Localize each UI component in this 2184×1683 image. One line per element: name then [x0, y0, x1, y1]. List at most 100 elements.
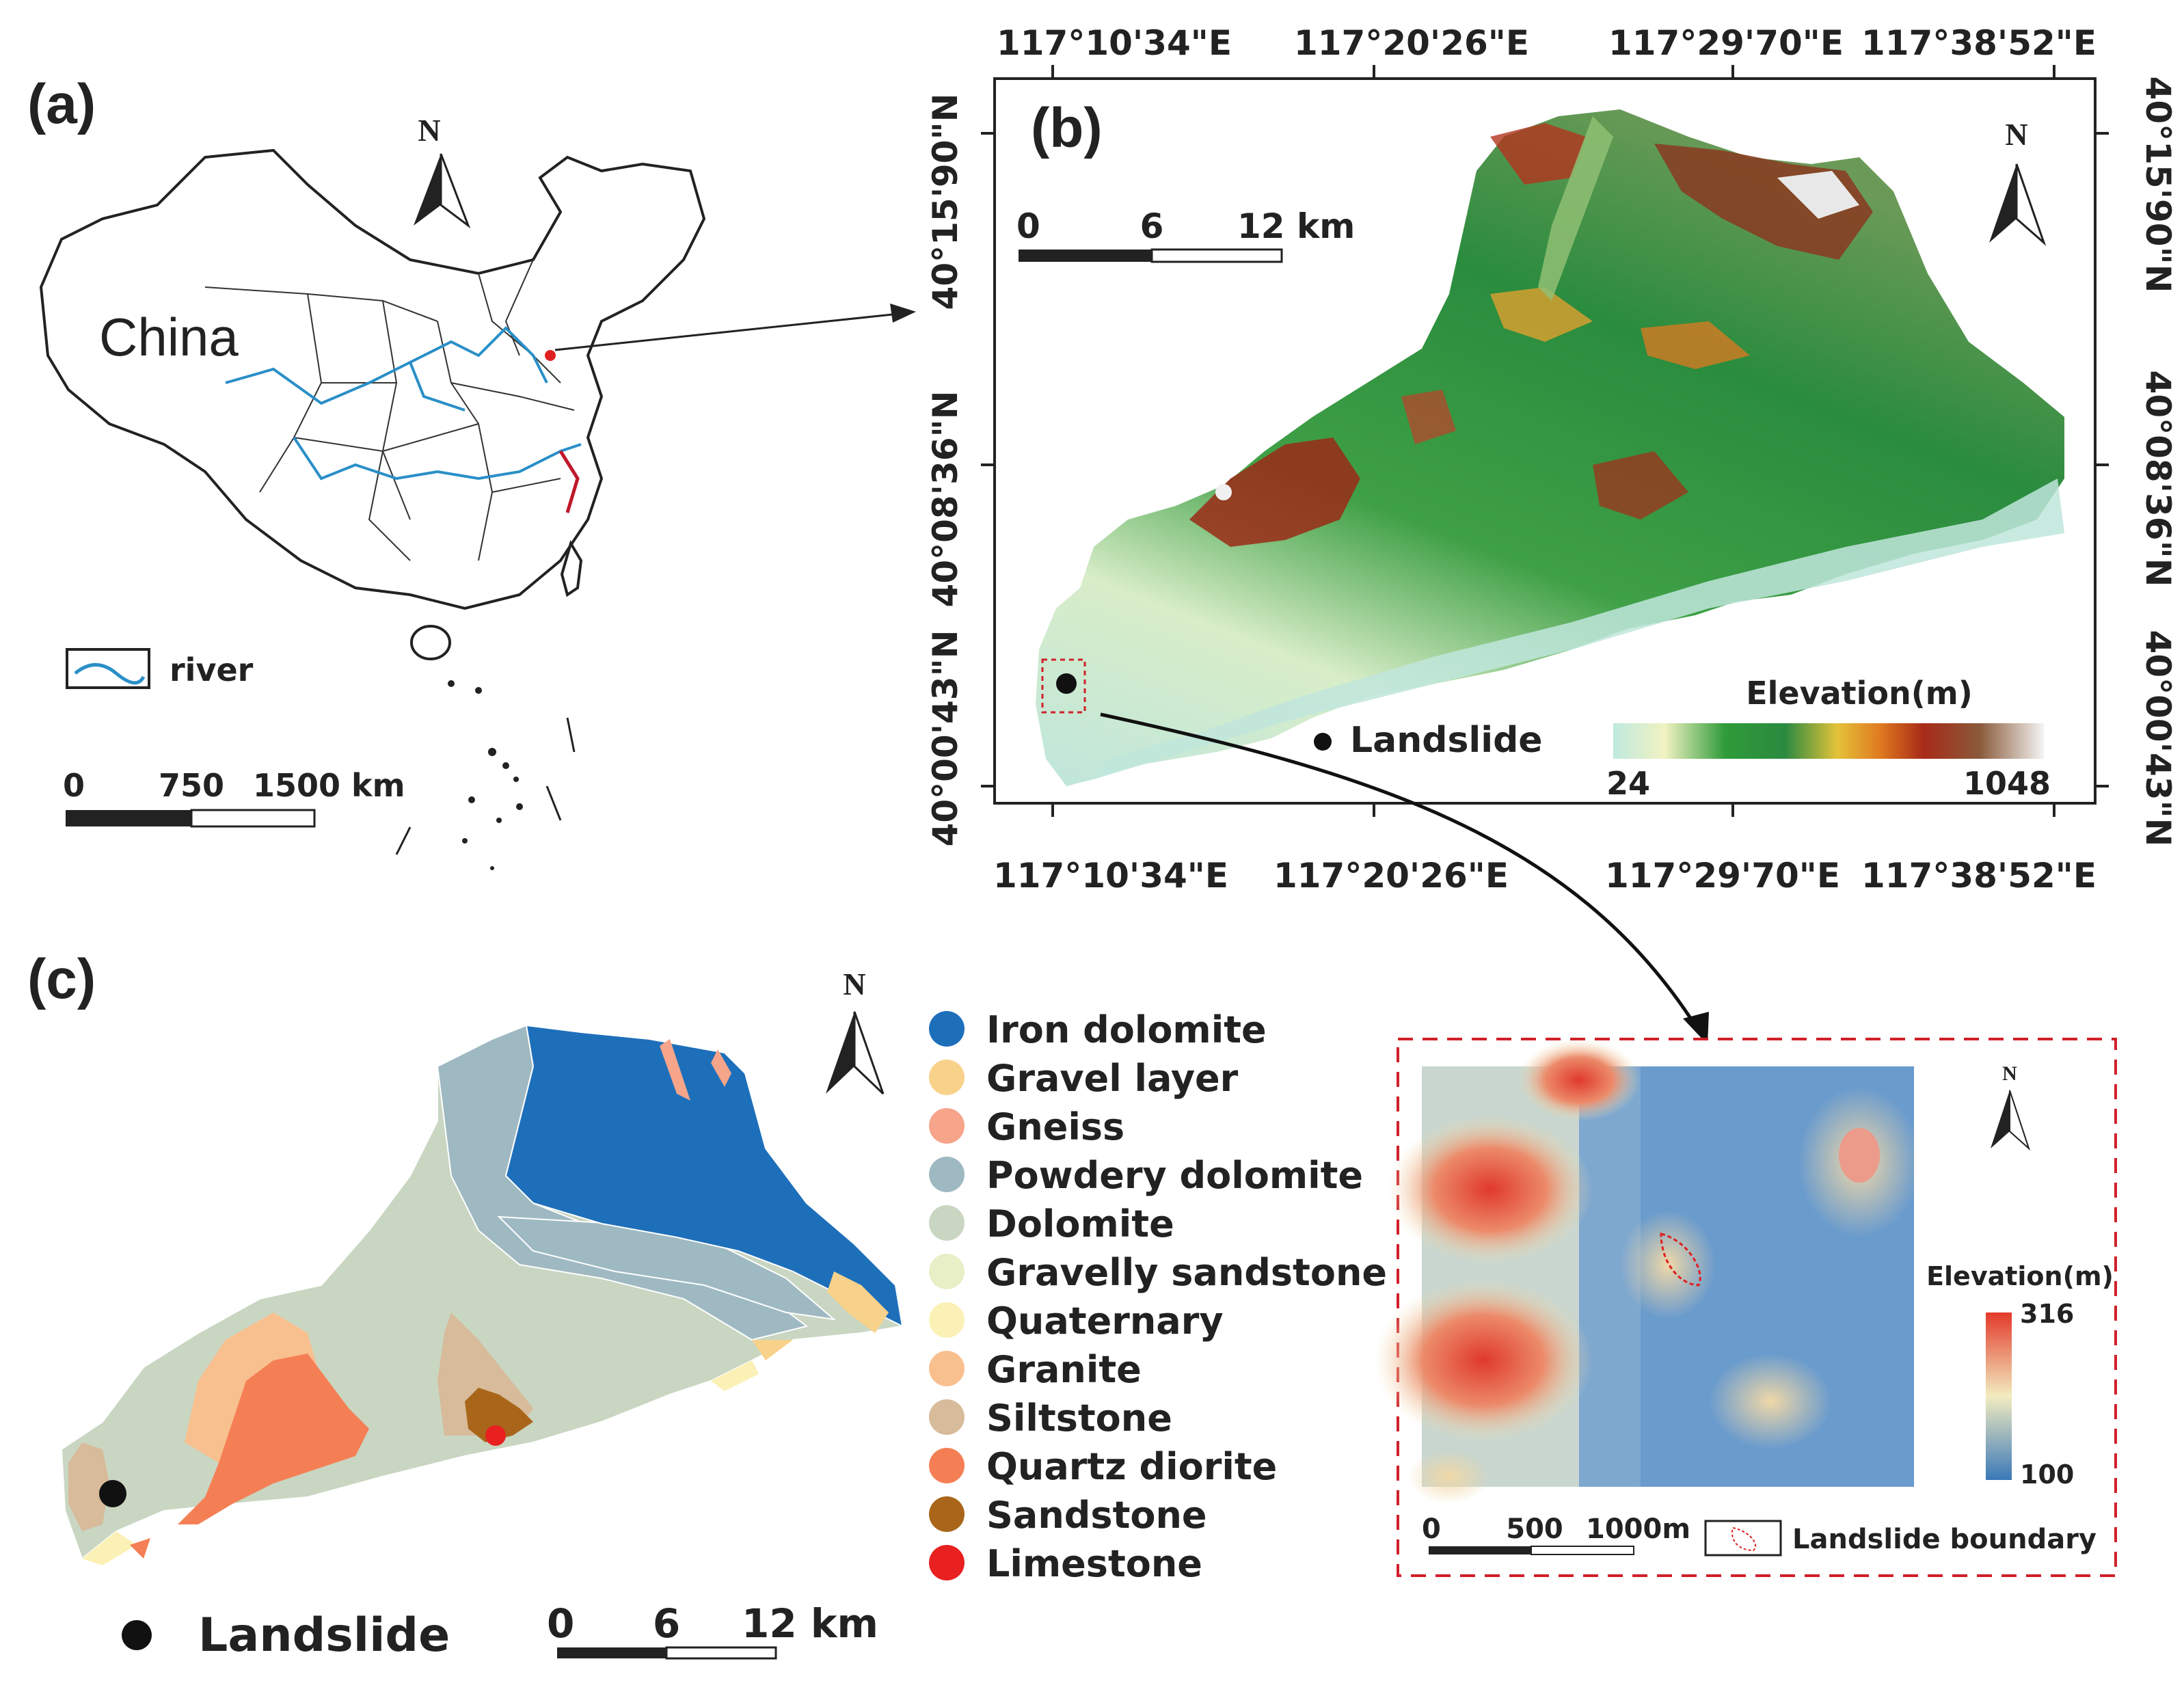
- taiwan-island: [560, 540, 583, 597]
- inset-elevation-max: 316: [2020, 1299, 2074, 1329]
- legend-swatch-10: [929, 1496, 965, 1532]
- svg-text:1500 km: 1500 km: [253, 767, 405, 804]
- north-arrow-a: N: [414, 113, 471, 229]
- svg-text:12 km: 12 km: [742, 1600, 878, 1647]
- panel-b-inset-box: [1041, 658, 1086, 714]
- legend-swatch-0: [929, 1011, 965, 1047]
- lat-left-1: 40°15'90"N: [926, 94, 965, 310]
- legend-swatch-1: [929, 1060, 965, 1095]
- panel-b-landslide-legend-dot: [1314, 733, 1332, 751]
- panel-b-label: (b): [1031, 97, 1103, 159]
- panel-b: (b) 117°10'34"E 117°20'26"E 117°29'70"E …: [926, 23, 2178, 1045]
- legend-label-9: Quartz diorite: [986, 1445, 1277, 1488]
- svg-text:6: 6: [653, 1600, 680, 1647]
- panel-b-elevation-min: 24: [1606, 765, 1650, 802]
- lat-left-3: 40°00'43"N: [926, 630, 965, 847]
- svg-text:N: N: [2002, 1062, 2017, 1085]
- scale-bar-b: 0 6 12 km: [1016, 206, 1355, 263]
- panel-b-landslide-legend-label: Landslide: [1350, 720, 1543, 761]
- boundary-legend-label: Landslide boundary: [1792, 1524, 2097, 1555]
- legend-swatch-5: [929, 1254, 965, 1289]
- scale-bar-inset: 0 500 1000m: [1422, 1513, 1690, 1555]
- panel-a: (a): [27, 73, 916, 870]
- legend-label-0: Iron dolomite: [986, 1008, 1267, 1051]
- legend-swatch-11: [929, 1545, 965, 1580]
- legend-label-1: Gravel layer: [986, 1057, 1239, 1100]
- connector-a-b-arrowhead: [890, 304, 916, 323]
- legend-label-10: Sandstone: [986, 1494, 1207, 1537]
- connector-b-inset-arrowhead: [1683, 1012, 1709, 1045]
- legend-swatch-9: [929, 1448, 965, 1483]
- lat-right-2: 40°08'36"N: [2138, 371, 2178, 587]
- inset-panel: N Elevation(m) 316 100 0 500 1000m Lands…: [1374, 1038, 2117, 1577]
- lon-bottom-1: 117°10'34"E: [993, 856, 1228, 896]
- river-legend-line: [74, 663, 146, 685]
- legend-label-11: Limestone: [986, 1542, 1202, 1585]
- legend-label-8: Siltstone: [986, 1397, 1172, 1440]
- legend-label-7: Granite: [986, 1348, 1142, 1391]
- lon-bottom-4: 117°38'52"E: [1861, 856, 2097, 896]
- geology-legend: Iron dolomite Gravel layer Gneiss Powdery d…: [929, 1008, 1387, 1585]
- legend-swatch-7: [929, 1351, 965, 1386]
- river-legend-label: river: [170, 651, 254, 688]
- inset-dem-raster: [1374, 1039, 1921, 1504]
- inset-elevation-title: Elevation(m): [1926, 1261, 2114, 1291]
- lon-top-1: 117°10'34"E: [997, 23, 1232, 63]
- svg-text:0: 0: [1422, 1513, 1441, 1545]
- china-outline: [39, 148, 706, 610]
- province-boundaries: [204, 259, 575, 561]
- scale-bar-a: 0 750 1500 km: [63, 767, 405, 828]
- svg-text:750: 750: [159, 767, 224, 804]
- svg-text:N: N: [843, 967, 865, 1001]
- lon-top-2: 117°20'26"E: [1294, 23, 1529, 63]
- svg-text:1000m: 1000m: [1586, 1513, 1690, 1545]
- connector-a-b: [554, 312, 906, 351]
- legend-swatch-2: [929, 1108, 965, 1144]
- panel-a-label: (a): [27, 73, 96, 135]
- inset-elevation-min: 100: [2020, 1459, 2074, 1490]
- north-arrow-inset: N: [1991, 1062, 2031, 1151]
- legend-swatch-4: [929, 1205, 965, 1241]
- svg-text:0: 0: [547, 1600, 574, 1647]
- svg-text:6: 6: [1140, 206, 1164, 246]
- china-label: China: [99, 307, 239, 367]
- lat-right-1: 40°15'90"N: [2138, 77, 2178, 293]
- legend-swatch-8: [929, 1399, 965, 1435]
- legend-swatch-3: [929, 1157, 965, 1192]
- hainan-island: [410, 625, 451, 660]
- panel-c-label: (c): [27, 948, 96, 1010]
- svg-text:N: N: [2005, 117, 2027, 152]
- panel-b-elevation-ramp: [1613, 723, 2044, 759]
- legend-label-6: Quaternary: [986, 1300, 1224, 1343]
- connector-b-inset: [1100, 712, 1697, 1027]
- sea-boundary-dashes: [395, 717, 576, 855]
- legend-label-4: Dolomite: [986, 1202, 1174, 1246]
- svg-text:N: N: [418, 113, 440, 148]
- panel-c: (c): [27, 948, 1387, 1662]
- scale-bar-c: 0 6 12 km: [547, 1600, 878, 1660]
- panel-c-landslide-legend-label: Landslide: [198, 1608, 450, 1662]
- legend-swatch-6: [929, 1302, 965, 1338]
- lon-bottom-3: 117°29'70"E: [1605, 856, 1840, 896]
- geology-map: [60, 1024, 904, 1565]
- legend-label-5: Gravelly sandstone: [986, 1251, 1387, 1294]
- dem-terrain: [1036, 109, 2064, 786]
- boundary-legend-symbol: [1731, 1526, 1757, 1552]
- lat-left-2: 40°08'36"N: [926, 391, 965, 608]
- legend-label-2: Gneiss: [986, 1105, 1124, 1148]
- svg-text:500: 500: [1506, 1513, 1563, 1545]
- north-arrow-b: N: [1989, 117, 2047, 246]
- panel-b-elevation-max: 1048: [1963, 765, 2051, 802]
- coast-highlight: [558, 450, 580, 513]
- lon-bottom-2: 117°20'26"E: [1273, 856, 1509, 896]
- panel-b-elevation-title: Elevation(m): [1746, 675, 1973, 712]
- inset-elevation-ramp: [1986, 1312, 2012, 1480]
- svg-text:0: 0: [63, 767, 85, 804]
- svg-text:12 km: 12 km: [1237, 206, 1355, 246]
- legend-label-3: Powdery dolomite: [986, 1154, 1363, 1197]
- rivers: [225, 326, 582, 481]
- study-area-marker: [545, 350, 556, 361]
- lat-right-3: 40°00'43"N: [2138, 630, 2178, 847]
- lon-top-3: 117°29'70"E: [1608, 23, 1844, 63]
